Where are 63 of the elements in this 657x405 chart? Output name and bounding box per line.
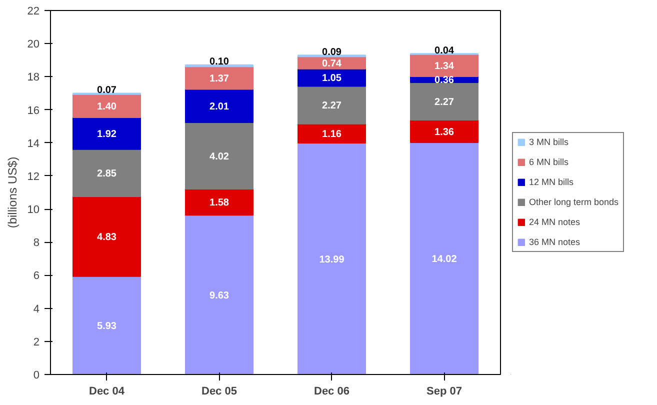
y-tick-label: 4: [33, 303, 40, 316]
data-label: 0.10: [210, 56, 230, 68]
bar: [185, 88, 254, 124]
y-tick-label: 6: [33, 270, 40, 282]
y-axis-title: (billions US$): [5, 156, 20, 228]
y-tick-label: 10: [27, 204, 40, 216]
x-tick-label: Dec 05: [202, 386, 237, 398]
data-label: 1.05: [322, 73, 342, 84]
bar: [410, 54, 478, 78]
bar: [72, 148, 141, 197]
data-label: 5.93: [97, 320, 117, 332]
legend-label: 36 MN notes: [529, 237, 580, 247]
legend-label: 3 MN bills: [529, 137, 569, 147]
data-label: 1.58: [210, 198, 230, 209]
legend-label: 6 MN bills: [529, 157, 569, 167]
bar: [72, 276, 141, 374]
data-label: 14.02: [432, 254, 458, 266]
bar: [72, 117, 141, 150]
bar: [185, 214, 254, 374]
y-tick-label: 2: [33, 336, 40, 348]
data-label: 2.27: [434, 96, 454, 108]
data-label: 0.09: [322, 46, 342, 58]
legend-label: Other long term bonds: [529, 197, 619, 207]
bar: [72, 196, 141, 277]
data-label: 0.07: [97, 84, 117, 96]
data-label: 1.34: [434, 60, 454, 72]
data-label: 0.74: [322, 58, 342, 70]
bar: [410, 142, 478, 374]
y-tick-label: 22: [27, 6, 40, 18]
data-label: 0.36: [434, 74, 454, 86]
data-label: 1.37: [210, 73, 230, 84]
data-label: 2.85: [97, 168, 117, 180]
data-label: 1.16: [322, 128, 342, 140]
data-label: 1.40: [97, 101, 117, 112]
data-label: 2.27: [322, 100, 342, 112]
legend-label: 24 MN notes: [529, 217, 580, 227]
bar: [298, 142, 366, 374]
y-tick-label: 18: [27, 72, 40, 84]
bar: [72, 94, 141, 118]
bar: [410, 120, 478, 144]
x-tick-label: Dec 06: [314, 386, 350, 398]
y-tick-label: 0: [33, 370, 40, 382]
bar: [185, 122, 254, 190]
data-label: 2.01: [210, 101, 230, 112]
x-tick-label: Dec 04: [89, 386, 126, 398]
data-label: 4.02: [210, 151, 230, 162]
data-label: 1.36: [434, 126, 454, 138]
data-label: 9.63: [210, 290, 230, 302]
data-label: 4.83: [97, 232, 117, 243]
y-tick-label: 20: [27, 38, 40, 51]
bar: [185, 188, 254, 216]
y-tick-label: 14: [27, 138, 40, 150]
y-tick-label: 12: [27, 170, 40, 183]
y-tick-label: 8: [33, 237, 40, 250]
data-label: 0.04: [434, 45, 454, 56]
legend-label: 12 MN bills: [529, 177, 574, 187]
data-label: 13.99: [319, 254, 345, 266]
bar: [185, 66, 254, 90]
x-tick-label: Sep 07: [426, 386, 462, 398]
y-tick-label: 16: [27, 104, 40, 117]
bar: [298, 86, 366, 124]
data-label: 1.92: [97, 128, 117, 140]
bar: [410, 82, 478, 121]
